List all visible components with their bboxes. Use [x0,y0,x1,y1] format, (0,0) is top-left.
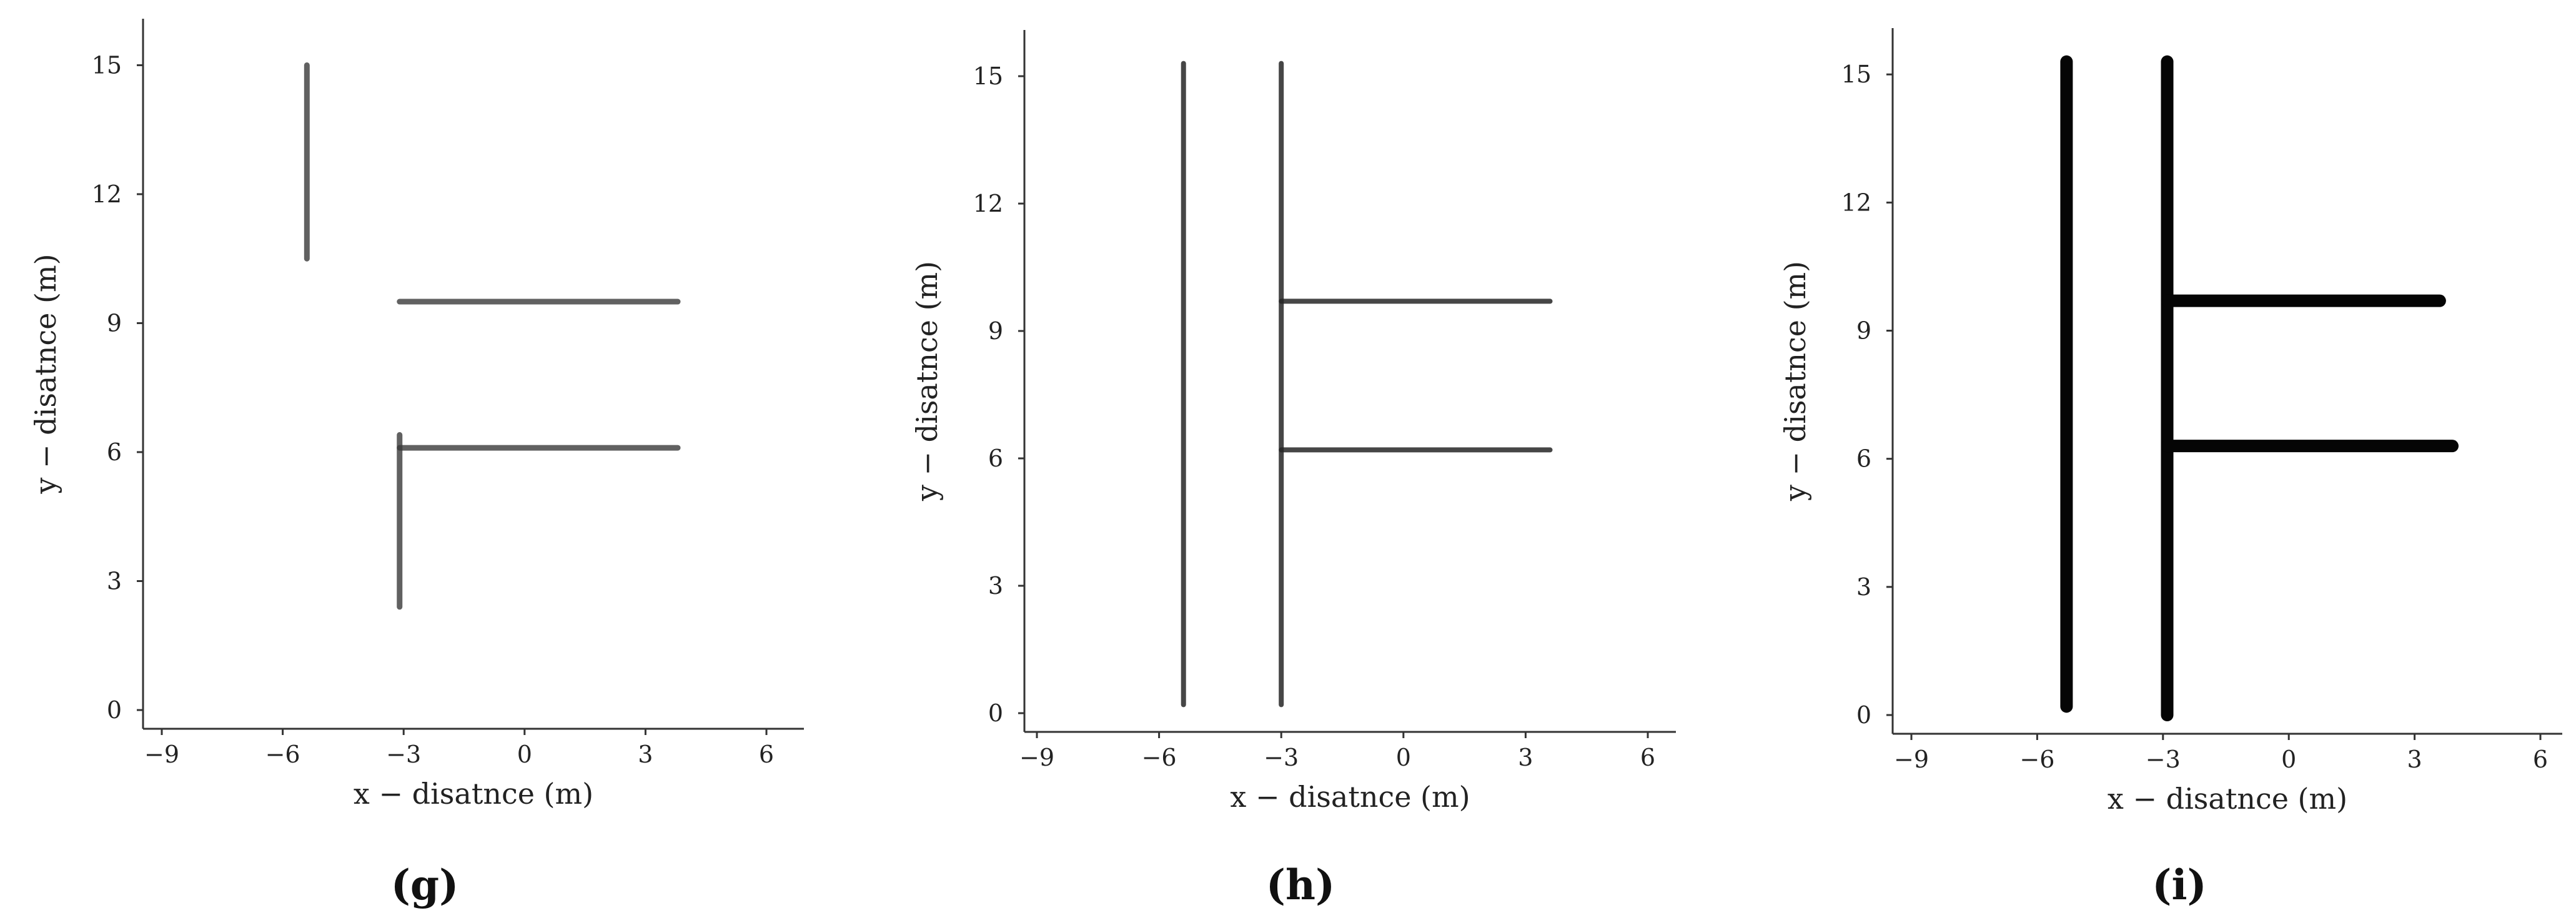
x-tick-label: 0 [517,741,532,768]
x-tick-label: 3 [2407,746,2422,773]
x-tick-label: −3 [386,741,421,768]
y-tick-label: 12 [973,190,1003,217]
x-tick-label: −9 [1894,746,1929,773]
x-tick-label: −9 [1019,744,1054,771]
panel-label: (g) [391,861,459,909]
x-axis-label: x − disatnce (m) [354,777,593,811]
y-tick-label: 15 [1841,61,1871,88]
x-axis-label: x − disatnce (m) [1230,780,1470,814]
y-tick-label: 6 [1856,445,1871,473]
panel-label: (i) [2152,861,2207,909]
x-tick-label: −6 [265,741,300,768]
x-tick-label: 3 [638,741,653,768]
y-axis-label: y − disatnce (m) [1778,261,1812,501]
x-tick-label: 6 [759,741,774,768]
y-tick-label: 6 [107,438,122,466]
y-axis-label: y − disatnce (m) [29,254,62,494]
chart-panel-3: −9 −6 −3 0 3 6 0 3 6 9 12 15 x − disatnce (m) y − dis… [1778,28,2562,909]
x-tick-label: 0 [1396,744,1411,771]
y-tick-label: 0 [1856,701,1871,729]
x-tick-label: −6 [1142,744,1177,771]
chart-panel-1: −9 −6 −3 0 3 6 0 3 6 9 12 15 x − disatnce (m) y − dis… [29,19,804,909]
x-tick-label: −9 [144,741,179,768]
y-tick-label: 12 [92,180,122,208]
x-tick-label: −6 [2019,746,2054,773]
y-tick-label: 9 [1856,317,1871,345]
y-tick-label: 15 [92,51,122,79]
y-tick-label: 6 [988,445,1003,472]
x-tick-label: −3 [1264,744,1299,771]
y-tick-label: 3 [107,567,122,595]
y-axis-label: y − disatnce (m) [910,261,944,501]
panel-label: (h) [1266,861,1335,909]
y-tick-label: 9 [988,317,1003,345]
x-tick-label: 6 [1640,744,1655,771]
y-tick-label: 15 [973,62,1003,90]
y-tick-label: 3 [1856,573,1871,601]
x-axis-label: x − disatnce (m) [2108,782,2347,816]
x-tick-label: 0 [2281,746,2296,773]
chart-panel-2: −9 −6 −3 0 3 6 0 3 6 9 12 15 x − disatnce (m) y − dis… [910,30,1676,909]
x-tick-label: −3 [2146,746,2181,773]
x-tick-label: 3 [1518,744,1533,771]
y-tick-label: 0 [107,696,122,724]
y-tick-label: 0 [988,699,1003,727]
y-tick-label: 12 [1841,189,1871,216]
y-tick-label: 9 [107,309,122,337]
y-tick-label: 3 [988,572,1003,600]
x-tick-label: 6 [2533,746,2548,773]
